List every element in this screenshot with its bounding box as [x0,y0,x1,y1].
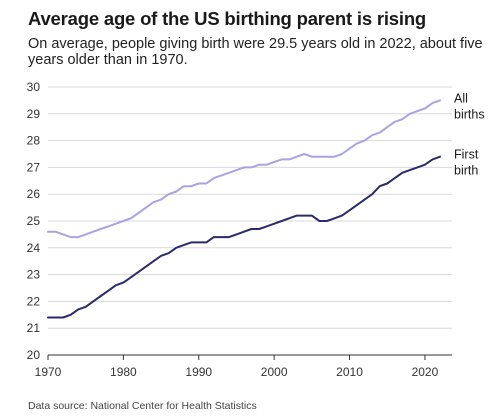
chart-title: Average age of the US birthing parent is… [28,8,427,29]
series-labels: All births First birth [454,91,485,177]
y-tick-label-20: 20 [27,348,41,362]
y-tick-label-28: 28 [27,134,41,148]
y-tick-label-23: 23 [27,268,41,282]
series-label-first-birth: First birth [454,148,479,178]
y-tick-label-30: 30 [27,80,41,94]
series-line-all-births [47,99,441,239]
y-tick-label-25: 25 [27,214,41,228]
series-lines [47,99,441,319]
y-tick-label-27: 27 [27,160,41,174]
data-source-note: Data source: National Center for Health … [28,400,257,412]
y-tick-label-26: 26 [27,187,41,201]
chart-subtitle: On average, people giving birth were 29.… [28,36,483,68]
series-label-all-births: All births [454,91,485,121]
y-tick-label-29: 29 [27,107,41,121]
series-line-first-birth [47,155,441,319]
x-tick-label-2020: 2020 [412,365,439,379]
y-axis-ticks: 20 21 22 23 24 25 26 27 28 29 30 [27,80,41,362]
x-tick-label-2000: 2000 [261,365,288,379]
x-axis: 1970 1980 1990 2000 2010 2020 [35,354,452,379]
x-tick-label-1970: 1970 [35,365,62,379]
x-tick-label-1980: 1980 [110,365,137,379]
y-tick-label-22: 22 [27,294,41,308]
y-tick-label-21: 21 [27,321,41,335]
grid-lines [48,86,452,329]
y-tick-label-24: 24 [27,241,41,255]
x-tick-label-1990: 1990 [185,365,212,379]
x-tick-label-2010: 2010 [336,365,363,379]
